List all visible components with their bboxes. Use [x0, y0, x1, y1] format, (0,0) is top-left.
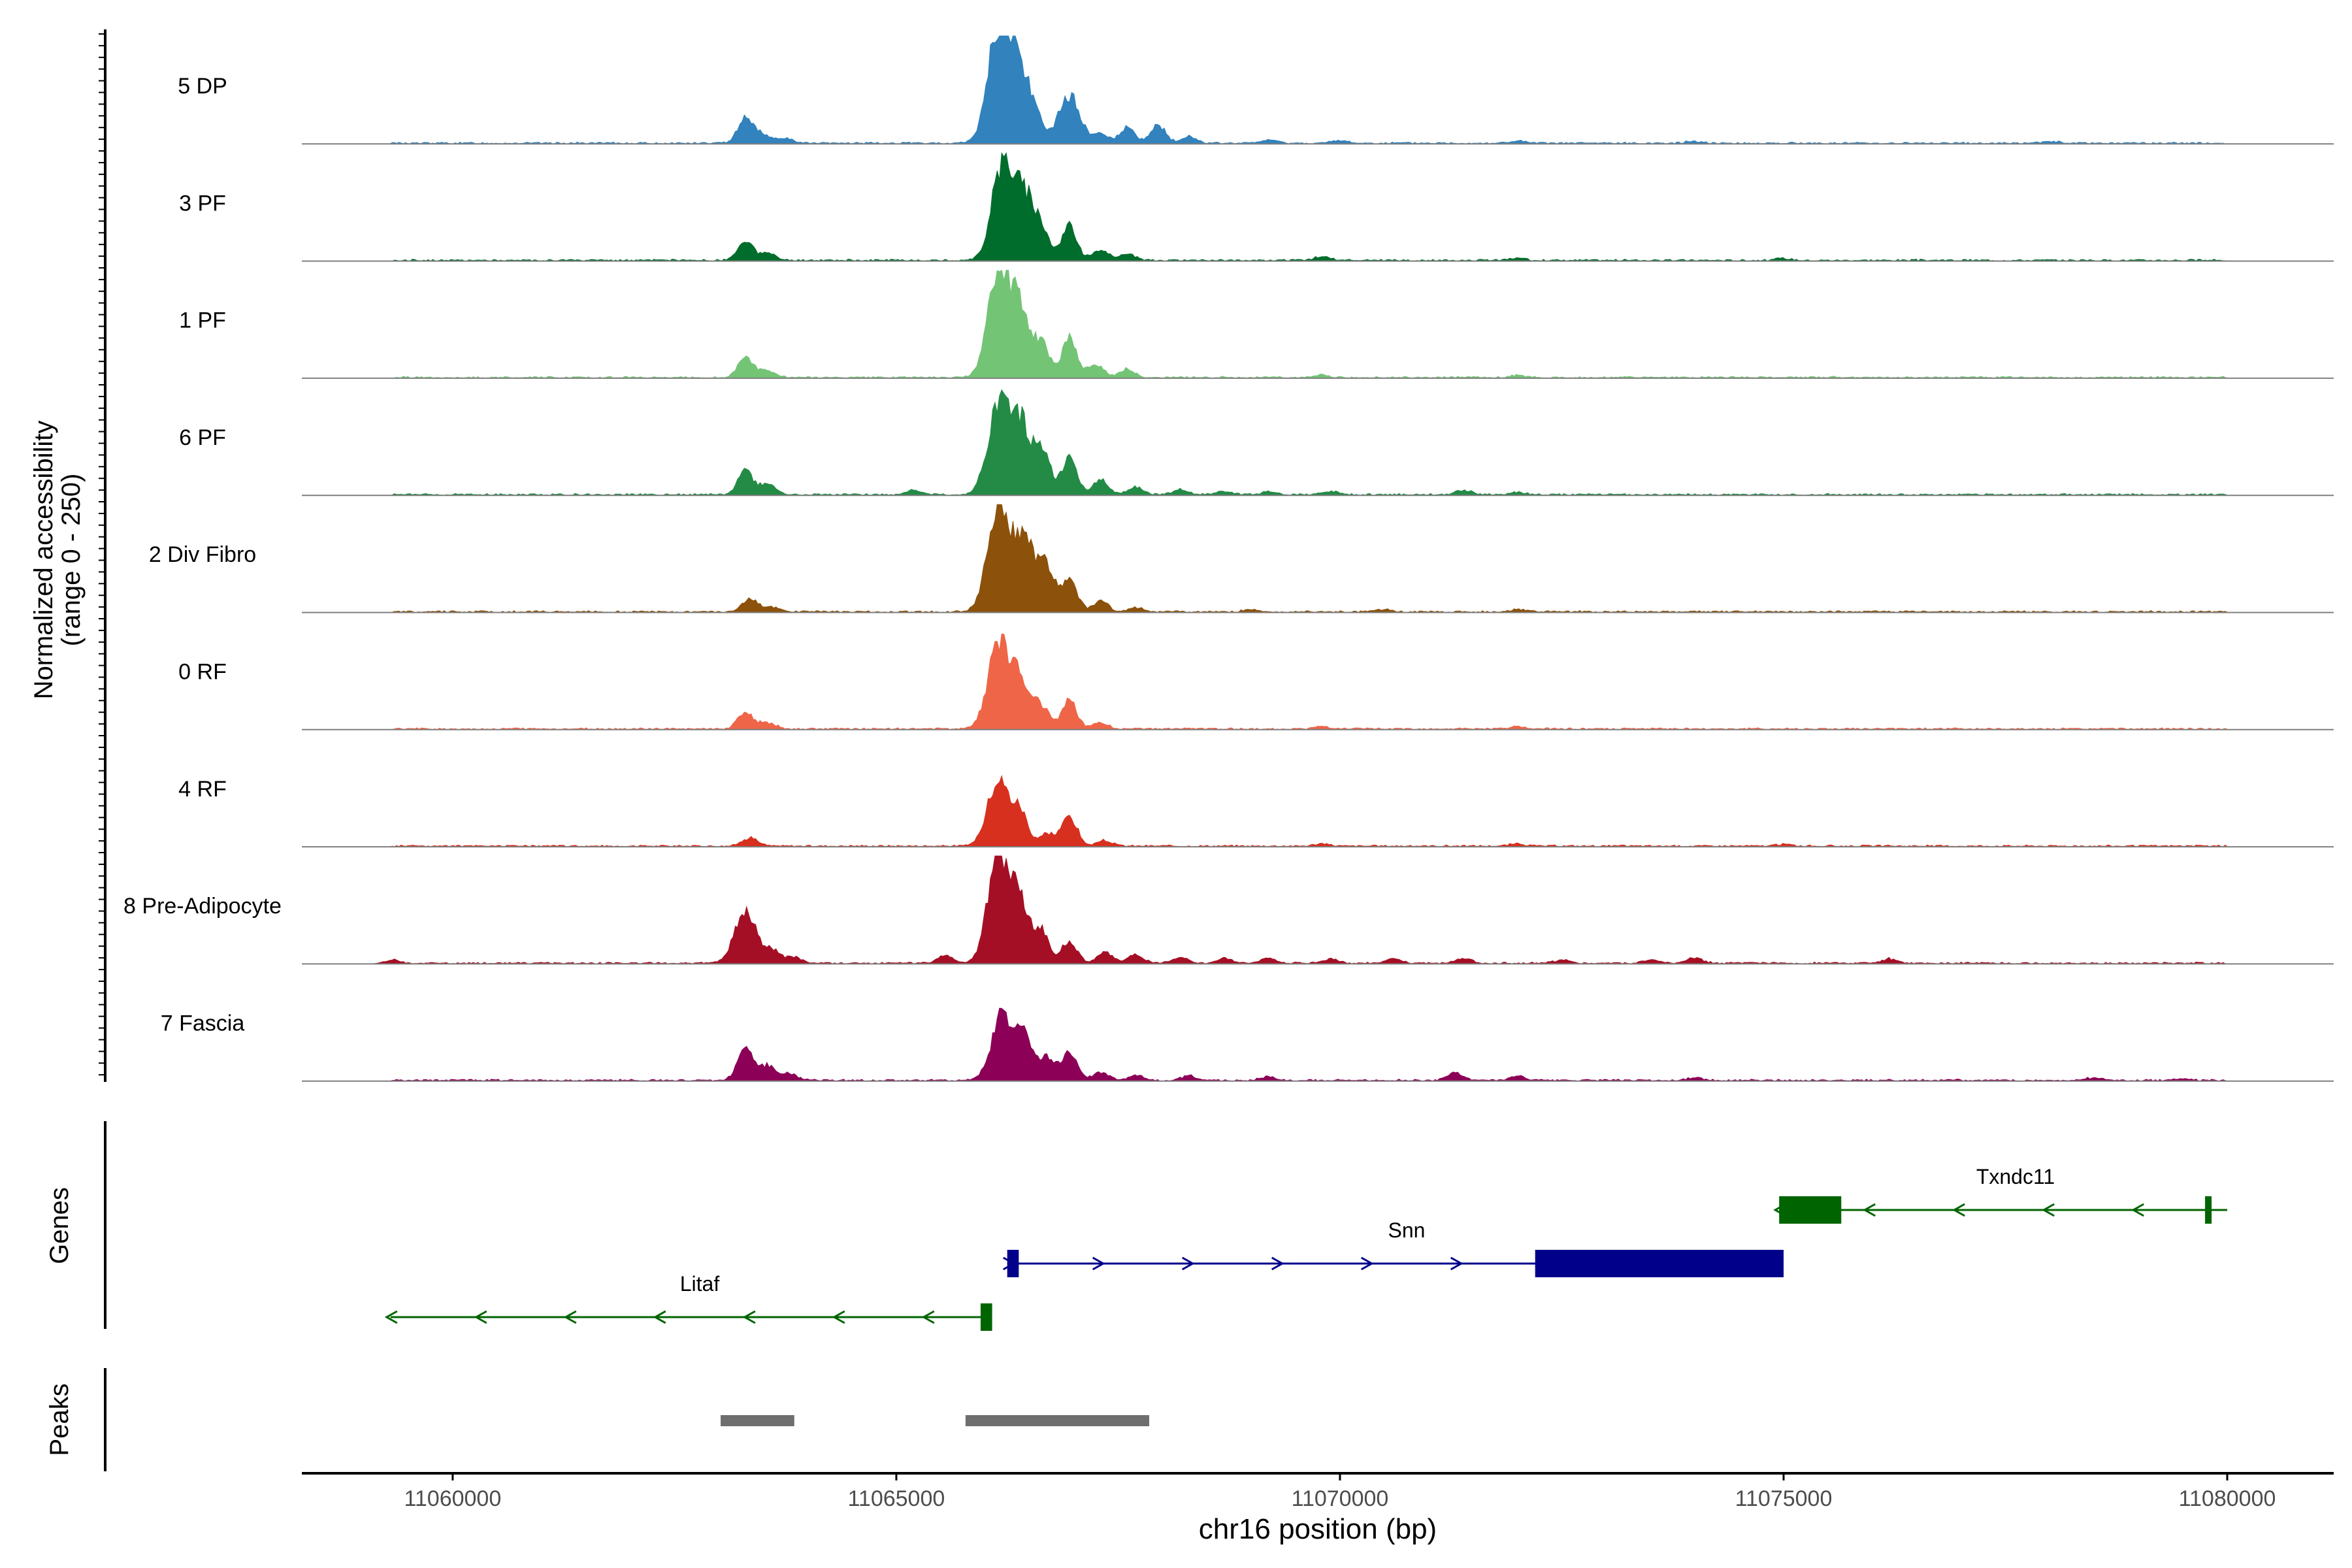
- track-label: 5 DP: [178, 74, 227, 99]
- peak-region: [721, 1415, 794, 1426]
- strand-arrow: [2042, 1203, 2055, 1217]
- coverage-area: [302, 389, 2334, 496]
- gene-snn: Snn: [1002, 1218, 1784, 1277]
- peak-region: [965, 1415, 1149, 1426]
- gene-exon: [2205, 1196, 2212, 1224]
- strand-arrow: [1450, 1256, 1463, 1271]
- track-label: 7 Fascia: [161, 1011, 245, 1036]
- coverage-track: 6 PF: [179, 389, 2334, 497]
- gene-txndc11: Txndc11: [1773, 1165, 2228, 1224]
- gene-exon: [1007, 1250, 1019, 1277]
- y-axis-ticks: [99, 33, 105, 1076]
- strand-arrow: [2131, 1203, 2144, 1217]
- strand-arrow: [832, 1310, 845, 1324]
- strand-arrow: [384, 1310, 398, 1324]
- strand-arrow: [474, 1310, 487, 1324]
- track-label: 4 RF: [178, 777, 227, 802]
- x-axis-title: chr16 position (bp): [1199, 1513, 1437, 1545]
- x-tick-label: 11075000: [1735, 1486, 1833, 1511]
- x-axis-ticks: 11060000 11065000 11070000 11075000 11080000: [404, 1473, 2276, 1511]
- coverage-area: [302, 269, 2334, 379]
- y-axis-title-line2: (range 0 - 250): [57, 474, 86, 647]
- coverage-area: [302, 774, 2334, 847]
- gene-litaf: Litaf: [384, 1272, 992, 1331]
- x-tick-label: 11070000: [1292, 1486, 1389, 1511]
- coverage-track: 1 PF: [179, 269, 2334, 379]
- gene-exon: [1779, 1196, 1842, 1224]
- y-axis-title-line1: Normalized accessibility: [29, 421, 58, 700]
- gene-annotations: Litaf Snn Txndc11: [384, 1165, 2228, 1331]
- coverage-track: 5 DP: [178, 35, 2334, 145]
- strand-arrow: [921, 1310, 935, 1324]
- coverage-track: 7 Fascia: [161, 1007, 2334, 1082]
- track-label: 1 PF: [179, 308, 226, 333]
- strand-arrow: [1181, 1256, 1195, 1271]
- gene-label: Snn: [1388, 1218, 1426, 1242]
- gene-exon: [1535, 1250, 1784, 1277]
- gene-label: Litaf: [680, 1272, 720, 1296]
- strand-arrow: [653, 1310, 666, 1324]
- strand-arrow: [1092, 1256, 1105, 1271]
- genes-panel-label: Genes: [45, 1187, 74, 1264]
- track-label: 8 Pre-Adipocyte: [123, 894, 282, 919]
- gene-exon: [980, 1303, 992, 1331]
- strand-arrow: [1952, 1203, 1965, 1217]
- peaks-panel-label: Peaks: [45, 1383, 74, 1456]
- strand-arrow: [563, 1310, 577, 1324]
- track-label: 2 Div Fibro: [149, 542, 256, 567]
- x-tick-label: 11060000: [404, 1486, 501, 1511]
- coverage-tracks: 5 DP 3 PF 1 PF 6 PF 2 Div Fibro 0 RF 4 RF 8 Pre…: [123, 35, 2334, 1082]
- strand-arrow: [1271, 1256, 1284, 1271]
- strand-arrow: [742, 1310, 756, 1324]
- coverage-track: 8 Pre-Adipocyte: [123, 855, 2334, 965]
- x-tick-label: 11065000: [848, 1486, 945, 1511]
- coverage-track: 3 PF: [179, 152, 2334, 262]
- x-tick-label: 11080000: [2179, 1486, 2276, 1511]
- track-label: 3 PF: [179, 191, 226, 216]
- coverage-area: [302, 35, 2334, 144]
- track-label: 0 RF: [178, 660, 227, 685]
- coverage-track: 2 Div Fibro: [149, 504, 2334, 613]
- coverage-track: 4 RF: [178, 774, 2334, 848]
- track-label: 6 PF: [179, 425, 226, 450]
- gene-label: Txndc11: [1976, 1165, 2055, 1188]
- coverage-track: 0 RF: [178, 633, 2334, 730]
- strand-arrow: [1863, 1203, 1876, 1217]
- coverage-area: [302, 633, 2334, 730]
- strand-arrow: [1360, 1256, 1374, 1271]
- peak-regions: [721, 1415, 1149, 1426]
